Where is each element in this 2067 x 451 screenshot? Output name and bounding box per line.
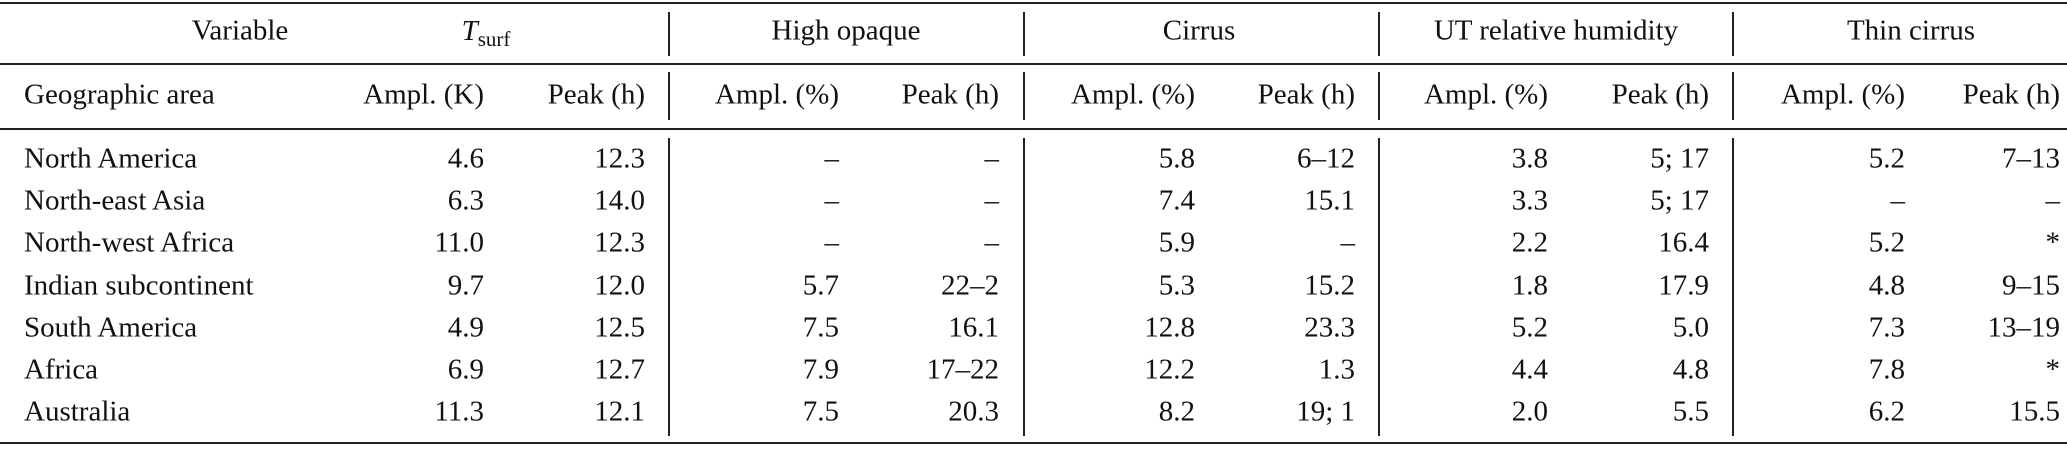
cell: 7.9 — [803, 354, 839, 386]
cell: 9.7 — [448, 270, 484, 302]
cell: 12.8 — [1144, 312, 1195, 344]
cell: 17.9 — [1658, 270, 1709, 302]
cell: 4.9 — [448, 312, 484, 344]
group-header: Thin cirrus — [1847, 15, 1975, 47]
group-header: UT relative humidity — [1434, 15, 1679, 47]
cell: 12.2 — [1144, 354, 1195, 386]
cell: 12.3 — [594, 143, 645, 175]
cell: 7.8 — [1869, 354, 1905, 386]
symbol: T — [462, 15, 480, 47]
cell: – — [2045, 185, 2061, 217]
row-label: Africa — [24, 354, 98, 386]
subscript: surf — [478, 27, 511, 51]
cell: 5.5 — [1673, 396, 1709, 428]
cell: 5.2 — [1869, 227, 1905, 259]
column-header: Ampl. (%) — [715, 79, 839, 111]
column-header: Ampl. (%) — [1071, 79, 1195, 111]
cell: 19; 1 — [1296, 396, 1355, 428]
cell: 1.3 — [1319, 354, 1355, 386]
group-header: Tsurf — [462, 15, 511, 51]
row-label: North-east Asia — [24, 185, 205, 217]
cell: 22–2 — [941, 270, 999, 302]
cell: 4.8 — [1869, 270, 1905, 302]
cell: 3.3 — [1512, 185, 1548, 217]
cell: – — [984, 143, 1000, 175]
column-header: Peak (h) — [1612, 79, 1709, 111]
cell: 2.2 — [1512, 227, 1548, 259]
cell: 15.2 — [1304, 270, 1355, 302]
cell: 2.0 — [1512, 396, 1548, 428]
row-label: South America — [24, 312, 197, 344]
group-header: High opaque — [772, 15, 921, 47]
group-header: Variable — [192, 15, 289, 47]
cell: 4.8 — [1673, 354, 1709, 386]
cell: 7.4 — [1159, 185, 1196, 217]
cell: – — [824, 143, 840, 175]
cell: 3.8 — [1512, 143, 1548, 175]
cell: * — [2046, 354, 2061, 386]
cell: 5.2 — [1869, 143, 1905, 175]
cell: 12.3 — [594, 227, 645, 259]
cell: – — [984, 227, 1000, 259]
column-header: Peak (h) — [902, 79, 999, 111]
cell: 4.6 — [448, 143, 484, 175]
cell: 8.2 — [1159, 396, 1195, 428]
group-header: Cirrus — [1163, 15, 1236, 47]
cell: 6.3 — [448, 185, 484, 217]
cell: 11.0 — [434, 227, 484, 259]
cell: – — [1340, 227, 1356, 259]
cell: – — [824, 185, 840, 217]
cell: – — [1890, 185, 1906, 217]
column-header: Geographic area — [24, 79, 215, 111]
cell: 9–15 — [2002, 270, 2060, 302]
cell: 14.0 — [594, 185, 645, 217]
cell: 23.3 — [1304, 312, 1355, 344]
row-label: North America — [24, 143, 197, 175]
cell: 5; 17 — [1650, 185, 1709, 217]
cell: 7–13 — [2002, 143, 2060, 175]
cell: 5.2 — [1512, 312, 1548, 344]
cell: 5.8 — [1159, 143, 1195, 175]
cell: 7.3 — [1869, 312, 1905, 344]
cell: 5; 17 — [1650, 143, 1709, 175]
cell: 7.5 — [803, 396, 839, 428]
cell: 12.7 — [594, 354, 645, 386]
cell: 5.0 — [1673, 312, 1709, 344]
cell: 15.1 — [1304, 185, 1355, 217]
column-header: Ampl. (K) — [363, 79, 484, 111]
cell: 5.9 — [1159, 227, 1195, 259]
cell: 11.3 — [434, 396, 484, 428]
cell: 5.3 — [1159, 270, 1195, 302]
cell: * — [2046, 227, 2061, 259]
column-header: Ampl. (%) — [1781, 79, 1905, 111]
cell: 6–12 — [1297, 143, 1355, 175]
cell: 1.8 — [1512, 270, 1548, 302]
column-header: Peak (h) — [548, 79, 645, 111]
cell: 4.4 — [1512, 354, 1549, 386]
cell: 6.9 — [448, 354, 484, 386]
row-label: Australia — [24, 396, 130, 428]
cell: – — [824, 227, 840, 259]
cell: 16.4 — [1658, 227, 1709, 259]
cell: 16.1 — [948, 312, 999, 344]
cell: 13–19 — [1988, 312, 2061, 344]
column-header: Peak (h) — [1963, 79, 2060, 111]
cell: 6.2 — [1869, 396, 1905, 428]
cell: 12.5 — [594, 312, 645, 344]
cell: 17–22 — [927, 354, 1000, 386]
cell: 15.5 — [2009, 396, 2060, 428]
column-header: Ampl. (%) — [1424, 79, 1548, 111]
cell: 20.3 — [948, 396, 999, 428]
cell: – — [984, 185, 1000, 217]
cell: 12.1 — [594, 396, 645, 428]
column-header: Peak (h) — [1258, 79, 1355, 111]
row-label: Indian subcontinent — [24, 270, 254, 302]
cell: 5.7 — [803, 270, 839, 302]
row-label: North-west Africa — [24, 227, 234, 259]
cell: 12.0 — [594, 270, 645, 302]
cell: 7.5 — [803, 312, 839, 344]
